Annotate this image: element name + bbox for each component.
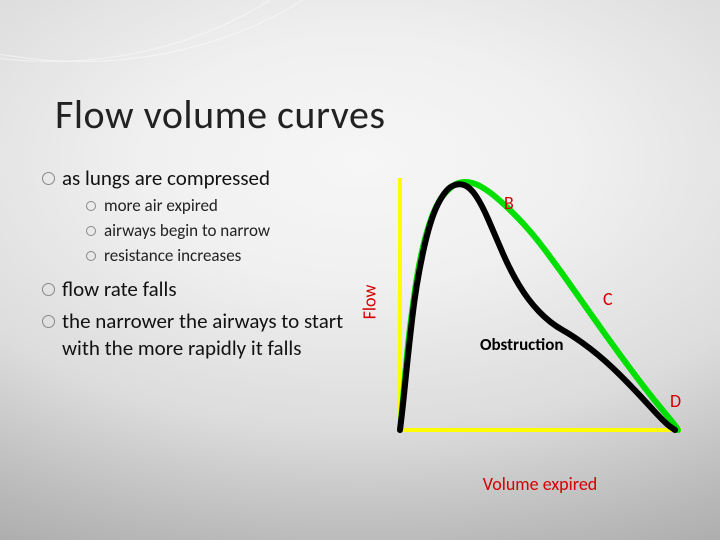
bullet-text: the narrower the airways to start with t…	[62, 308, 343, 360]
decor-arc-2	[0, 0, 442, 62]
bullet-block: as lungs are compressed more air expireda…	[40, 165, 370, 367]
bullet-item: as lungs are compressed more air expireda…	[40, 165, 370, 268]
sub-bullet-item: more air expired	[86, 195, 370, 218]
point-label-B: B	[504, 192, 514, 214]
y-axis-label: Flow	[358, 285, 380, 320]
sub-bullet-item: airways begin to narrow	[86, 220, 370, 243]
x-axis-label: Volume expired	[483, 473, 597, 495]
bullet-text: as lungs are compressed	[62, 165, 270, 191]
chart-svg: B C D Obstruction	[380, 175, 700, 465]
slide: Flow volume curves as lungs are compress…	[0, 0, 720, 540]
decor-arc-1	[0, 0, 402, 62]
sub-bullet-item: resistance increases	[86, 245, 370, 268]
bullet-text: flow rate falls	[62, 276, 177, 302]
point-label-D: D	[670, 390, 681, 412]
bullet-item: the narrower the airways to start with t…	[40, 308, 370, 361]
point-label-C: C	[603, 288, 613, 310]
slide-title: Flow volume curves	[55, 90, 385, 139]
bullet-item: flow rate falls	[40, 276, 370, 302]
series-obstruction	[400, 184, 675, 430]
annotation: Obstruction	[480, 334, 564, 355]
flow-volume-chart: BCDObstruction Flow Volume expired	[380, 175, 700, 465]
